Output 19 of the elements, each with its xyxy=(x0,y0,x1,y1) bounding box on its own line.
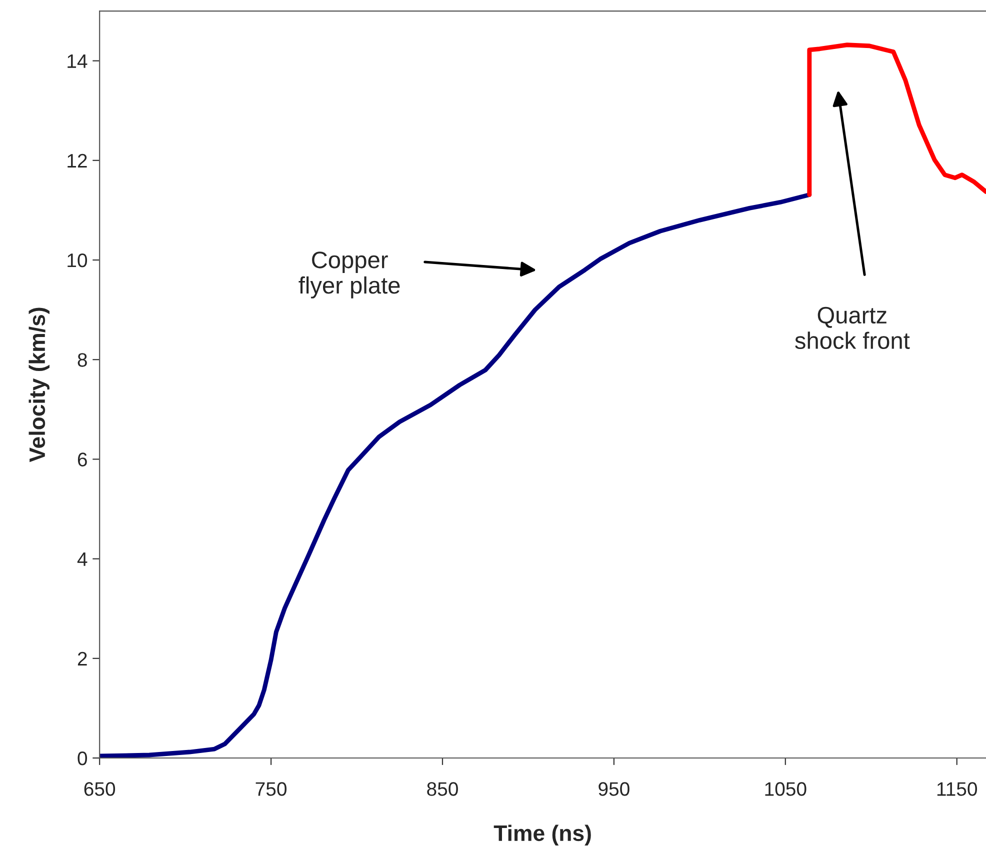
y-tick-label: 6 xyxy=(78,452,87,466)
x-tick-label: 650 xyxy=(84,782,116,796)
annotation: Copper flyer plate xyxy=(298,252,400,298)
x-axis-title: Time (ns) xyxy=(494,824,591,846)
y-tick-label: 12 xyxy=(68,154,87,168)
y-tick-label: 0 xyxy=(78,751,88,766)
x-tick-label: 1050 xyxy=(765,782,806,796)
annotation: Quartz shock front xyxy=(795,306,910,350)
y-axis-title: Velocity (km/s) xyxy=(28,308,50,462)
y-tick-label: 8 xyxy=(78,353,87,367)
y-tick-label: 14 xyxy=(68,54,88,68)
y-tick-label: 2 xyxy=(78,652,87,666)
x-tick-label: 950 xyxy=(598,782,630,796)
line-series xyxy=(807,42,986,197)
x-tick-label: 1150 xyxy=(937,782,978,796)
x-tick-label: 850 xyxy=(427,782,458,796)
x-tick-label: 750 xyxy=(256,782,286,796)
y-tick-label: 4 xyxy=(77,552,88,566)
y-tick-label: 10 xyxy=(68,253,88,268)
